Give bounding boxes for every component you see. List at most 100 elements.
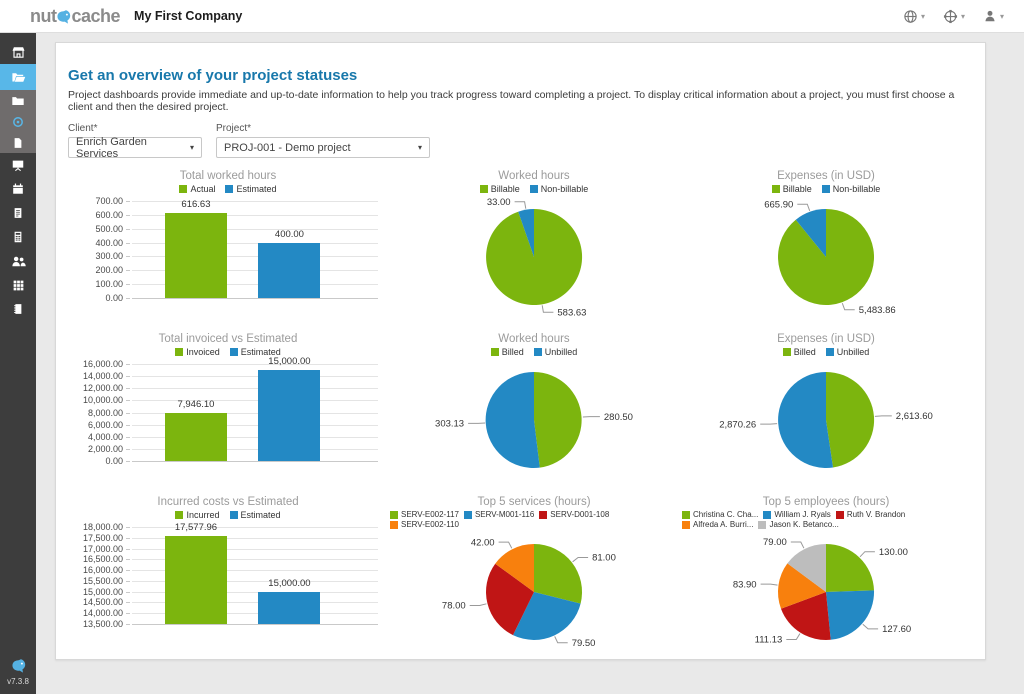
sidebar-item-grid[interactable]: [0, 273, 36, 297]
sidebar-item-invoice[interactable]: [0, 201, 36, 225]
legend-swatch-icon: [771, 185, 780, 193]
chart-legend: Actual Estimated: [74, 184, 382, 194]
sidebar-item-calendar[interactable]: [0, 177, 36, 201]
invoice-icon: [12, 207, 24, 219]
gridline: [132, 580, 378, 582]
topbar-menu-integrations-globe[interactable]: ▾: [943, 9, 965, 24]
gridline: [132, 388, 378, 390]
filters-row: Client* Enrich Garden Services ▾ Project…: [68, 123, 973, 160]
gridline: [132, 284, 378, 286]
gridline: [132, 559, 378, 561]
bar-value-label: 7,946.10: [177, 398, 215, 410]
sidebar-item-projects-folder-open[interactable]: [0, 64, 36, 90]
legend-label: Estimated: [240, 510, 281, 520]
pie-chart-graphic: 583.63 33.00: [486, 197, 586, 318]
pie-slice-serv-e002-117: [534, 544, 583, 604]
legend-swatch-icon: [758, 520, 767, 529]
y-axis-tick-label: 14,500.00: [82, 597, 123, 608]
topbar-menu-globe[interactable]: ▾: [903, 9, 925, 24]
legend-label: Alfreda A. Burri...: [693, 520, 754, 529]
bar-invoiced: [164, 412, 227, 461]
project-select[interactable]: PROJ-001 - Demo project ▾: [216, 137, 430, 158]
legend-swatch-icon: [825, 348, 834, 356]
legend-label: Jason K. Betanco...: [769, 520, 839, 529]
y-axis-tickmark: [126, 537, 130, 539]
y-axis-tick-label: 400.00: [95, 237, 123, 248]
legend-swatch-icon: [682, 520, 690, 529]
gridline: [132, 591, 378, 593]
gridline: [132, 527, 378, 528]
company-name: My First Company: [134, 9, 243, 23]
pie-slice-label: 83.90: [733, 579, 757, 590]
legend-item: Billable: [479, 184, 520, 194]
chart-6-incurred-costs-vs-estimated: Incurred costs vs Estimated Incurred Estim…: [68, 492, 388, 656]
pie-slice-label: 78.00: [442, 601, 466, 612]
gridline: [132, 364, 378, 365]
chart-2-expenses-in-usd: Expenses (in USD) Billable Non-billable 5,4…: [680, 166, 972, 321]
pie-slice-label: 130.00: [879, 547, 908, 558]
sidebar-item-team[interactable]: [0, 249, 36, 273]
pie-slice-label: 2,613.60: [896, 411, 933, 422]
legend-label: Non-billable: [832, 184, 881, 194]
sidebar-item-dashboard[interactable]: [0, 40, 36, 64]
legend-swatch-icon: [229, 348, 238, 356]
legend-label: Billed: [501, 347, 524, 357]
pie-slice-alfreda-a-burri: [777, 563, 826, 609]
pie-slice-serv-m001-116: [513, 592, 581, 640]
bar-plot: 18,000.00 17,500.00 17,000.00 16,500.00 16,0…: [68, 522, 388, 637]
chart-title: Expenses (in USD): [777, 333, 875, 345]
bar-estimated: [258, 242, 321, 298]
gridline: [132, 537, 378, 539]
sidebar-item-calculator[interactable]: [0, 225, 36, 249]
pie-slice-label: 303.13: [435, 419, 464, 430]
legend-label: Estimated: [236, 184, 277, 194]
legend-item: Ruth V. Brandon: [835, 510, 905, 519]
y-axis-tick-label: 14,000.00: [82, 371, 123, 382]
legend-item: SERV-M001-116: [463, 510, 534, 519]
topbar-menu-user[interactable]: ▾: [983, 9, 1004, 23]
legend-swatch-icon: [463, 510, 472, 519]
legend-item: Estimated: [229, 510, 281, 520]
team-icon: [11, 254, 26, 269]
chart-legend: Incurred Estimated: [74, 510, 382, 520]
client-select-value: Enrich Garden Services: [76, 135, 147, 160]
legend-label: Billed: [793, 347, 816, 357]
pie-slice-label: 127.60: [882, 624, 911, 635]
y-axis-tickmark: [126, 570, 130, 572]
sidebar-item-time[interactable]: [0, 111, 36, 132]
bar-actual: [164, 212, 227, 298]
sidebar-item-board[interactable]: [0, 153, 36, 177]
legend-label: Estimated: [240, 347, 281, 357]
client-select[interactable]: Enrich Garden Services ▾: [68, 135, 202, 160]
legend-label: Billable: [782, 184, 812, 194]
sidebar-item-folder[interactable]: [0, 90, 36, 111]
project-label: Project*: [216, 123, 252, 134]
y-axis-tickmark: [126, 256, 130, 258]
chart-title: Worked hours: [498, 333, 570, 345]
nutcache-logo[interactable]: nut cache: [30, 7, 121, 25]
legend-label: Unbilled: [836, 347, 870, 357]
chart-title: Top 5 services (hours): [477, 496, 591, 508]
legend-swatch-icon: [175, 348, 184, 356]
pie-chart-graphic: 280.50 303.13: [435, 371, 633, 468]
dashboard-icon: [11, 45, 26, 60]
pie-chart-graphic: 130.00 127.60 111.13 83.90 79.00: [733, 537, 911, 646]
pie-slice-label: 2,870.26: [719, 419, 756, 430]
sidebar-item-document[interactable]: [0, 132, 36, 153]
legend-swatch-icon: [390, 510, 398, 519]
bar-incurred: [164, 536, 227, 624]
y-axis-tick-label: 15,500.00: [82, 575, 123, 586]
topbar: nut cache My First Company ▾ ▾ ▾: [0, 0, 1024, 33]
pie-chart-graphic: 2,613.60 2,870.26: [719, 371, 933, 468]
gridline: [132, 228, 378, 230]
pie-slice-william-j-ryals: [826, 590, 875, 640]
user-icon: [983, 9, 997, 23]
bar-value-label: 17,577.96: [174, 522, 218, 534]
y-axis-tick-label: 16,000.00: [82, 359, 123, 369]
y-axis-tick-label: 6,000.00: [87, 419, 123, 430]
chart-1-worked-hours: Worked hours Billable Non-billable 583.63 33…: [388, 166, 680, 321]
project-field: Project* PROJ-001 - Demo project ▾: [216, 123, 430, 158]
sidebar-item-notes[interactable]: [0, 297, 36, 321]
y-axis-tick-label: 4,000.00: [87, 431, 123, 442]
legend-swatch-icon: [175, 511, 184, 519]
